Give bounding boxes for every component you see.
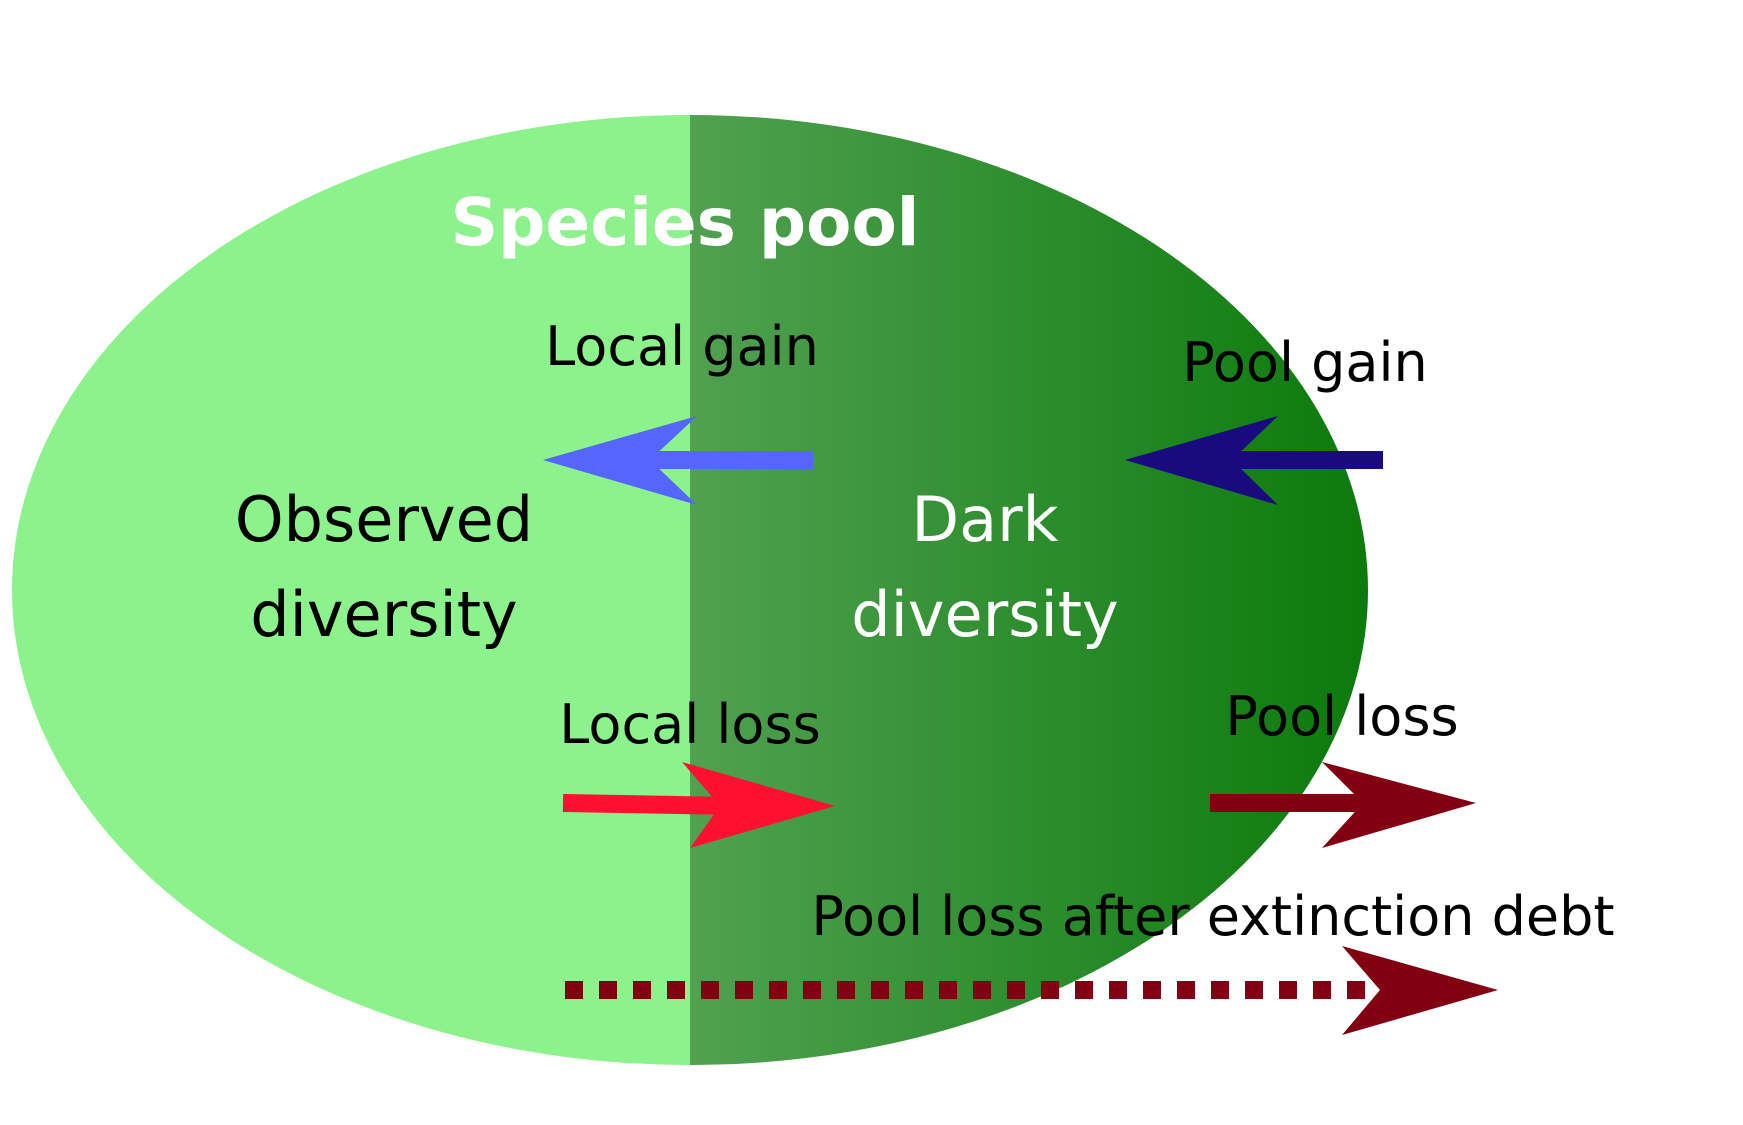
observed-diversity-label-line1: Observed: [235, 483, 533, 556]
pool-loss-label: Pool loss: [1225, 685, 1458, 748]
pool-loss-arrow: [1210, 762, 1476, 848]
local-loss-arrow: [562, 762, 835, 848]
dark-diversity-label-line2: diversity: [851, 578, 1118, 651]
pool-gain-label: Pool gain: [1182, 331, 1427, 394]
pool-gain-arrow: [1125, 416, 1383, 505]
pool-loss-extinction-debt-label: Pool loss after extinction debt: [811, 885, 1614, 948]
local-loss-label: Local loss: [559, 693, 820, 756]
dark-diversity-region: [690, 115, 1368, 1065]
pool-loss-extinction-debt-arrow: [565, 946, 1498, 1035]
local-gain-arrow: [543, 416, 813, 505]
local-gain-label: Local gain: [545, 315, 819, 378]
observed-diversity-label-line2: diversity: [250, 578, 517, 651]
species-pool-title: Species pool: [451, 184, 920, 261]
species-pool-ellipse: [12, 115, 1368, 1065]
dark-diversity-label-line1: Dark: [911, 483, 1058, 556]
observed-diversity-region: [12, 115, 690, 1065]
